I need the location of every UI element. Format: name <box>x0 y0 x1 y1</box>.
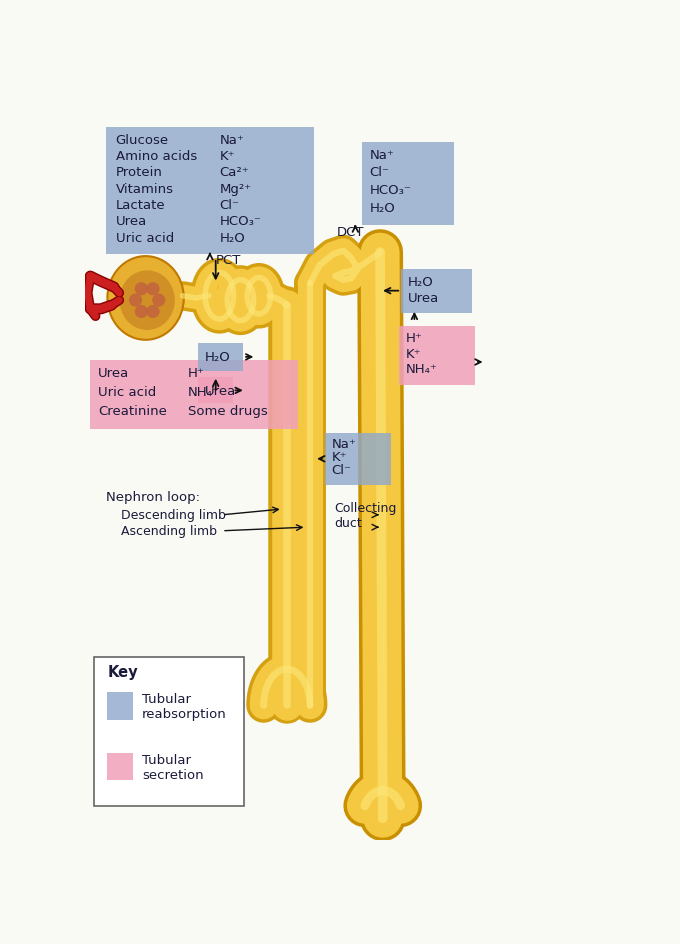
Text: Key: Key <box>107 664 138 679</box>
Text: Urea: Urea <box>116 215 147 228</box>
FancyBboxPatch shape <box>325 433 390 485</box>
Text: Nephron loop:: Nephron loop: <box>106 491 200 503</box>
Ellipse shape <box>107 257 184 341</box>
Text: Collecting
duct: Collecting duct <box>335 501 396 530</box>
Text: HCO₃⁻: HCO₃⁻ <box>220 215 261 228</box>
Text: Mg²⁺: Mg²⁺ <box>220 182 252 195</box>
Text: Ascending limb: Ascending limb <box>121 525 217 538</box>
FancyBboxPatch shape <box>106 127 314 255</box>
Text: Cl⁻: Cl⁻ <box>332 464 352 477</box>
Ellipse shape <box>135 306 148 319</box>
Text: H⁺: H⁺ <box>188 367 205 379</box>
Text: Protein: Protein <box>116 166 163 179</box>
Text: Some drugs: Some drugs <box>188 404 267 417</box>
Text: NH₄⁺: NH₄⁺ <box>188 385 220 398</box>
Text: Descending limb: Descending limb <box>121 509 226 522</box>
Text: K⁺: K⁺ <box>220 150 235 162</box>
FancyBboxPatch shape <box>362 143 454 226</box>
Text: NH₄⁺: NH₄⁺ <box>405 362 437 376</box>
Text: H₂O: H₂O <box>408 276 434 288</box>
Text: Tubular
secretion: Tubular secretion <box>142 753 203 782</box>
Text: K⁺: K⁺ <box>332 451 347 464</box>
Text: DCT: DCT <box>337 226 364 239</box>
FancyBboxPatch shape <box>107 753 133 781</box>
Text: Cl⁻: Cl⁻ <box>220 198 239 211</box>
Text: Uric acid: Uric acid <box>98 385 156 398</box>
FancyBboxPatch shape <box>107 693 133 720</box>
Text: Urea: Urea <box>408 292 439 305</box>
FancyBboxPatch shape <box>199 378 233 404</box>
FancyBboxPatch shape <box>398 327 475 386</box>
FancyBboxPatch shape <box>94 657 244 806</box>
Text: Na⁺: Na⁺ <box>220 133 244 146</box>
Text: H₂O: H₂O <box>370 201 395 214</box>
Text: Urea: Urea <box>205 384 237 397</box>
Text: PCT: PCT <box>216 254 241 266</box>
Text: Urea: Urea <box>98 367 129 379</box>
Text: Ca²⁺: Ca²⁺ <box>220 166 249 179</box>
Text: Glucose: Glucose <box>116 133 169 146</box>
Text: Lactate: Lactate <box>116 198 165 211</box>
FancyBboxPatch shape <box>199 344 243 371</box>
Ellipse shape <box>146 283 160 296</box>
Text: Uric acid: Uric acid <box>116 231 174 244</box>
Ellipse shape <box>135 283 148 296</box>
Text: K⁺: K⁺ <box>405 347 421 361</box>
FancyBboxPatch shape <box>90 361 299 430</box>
Text: Amino acids: Amino acids <box>116 150 197 162</box>
Ellipse shape <box>152 295 165 308</box>
Ellipse shape <box>129 295 142 308</box>
Text: Tubular
reabsorption: Tubular reabsorption <box>142 693 226 720</box>
Ellipse shape <box>146 306 160 319</box>
Text: H₂O: H₂O <box>205 351 231 364</box>
Text: Na⁺: Na⁺ <box>370 148 394 161</box>
Text: Cl⁻: Cl⁻ <box>370 166 390 179</box>
Text: Creatinine: Creatinine <box>98 404 167 417</box>
Text: H⁺: H⁺ <box>405 331 422 345</box>
Text: H₂O: H₂O <box>220 231 245 244</box>
Text: Vitamins: Vitamins <box>116 182 173 195</box>
Text: HCO₃⁻: HCO₃⁻ <box>370 184 411 196</box>
Text: Na⁺: Na⁺ <box>332 438 356 451</box>
FancyBboxPatch shape <box>401 270 473 313</box>
Ellipse shape <box>120 271 175 330</box>
